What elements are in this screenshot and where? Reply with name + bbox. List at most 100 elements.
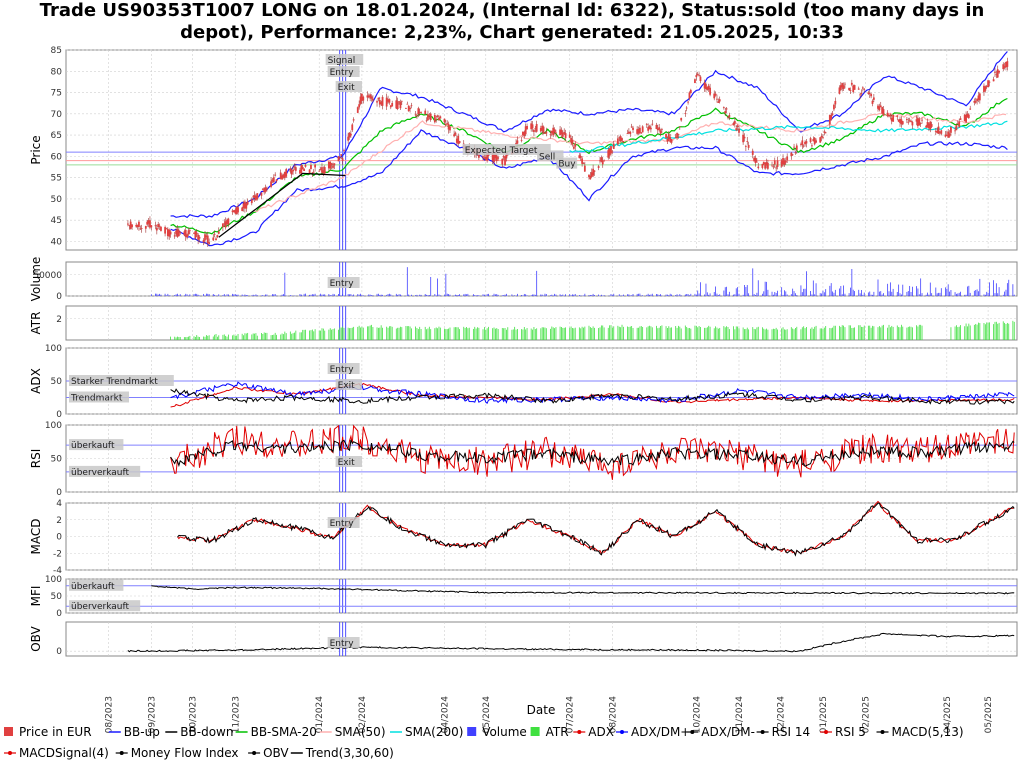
price-candle [879, 105, 882, 108]
price-candle [293, 166, 296, 168]
price-candle [272, 177, 275, 183]
price-candle [399, 102, 402, 109]
price-candle [665, 134, 667, 139]
price-candle [809, 138, 812, 143]
price-candle [458, 141, 461, 144]
price-candle [656, 128, 659, 131]
price-candle [193, 232, 195, 234]
price-candle [713, 93, 716, 99]
price-candle [834, 100, 837, 105]
price-candle [857, 88, 860, 90]
price-candle [822, 137, 824, 139]
price-candle [725, 108, 728, 110]
price-candle [165, 228, 168, 230]
legend-item-label: SMA(200) [405, 725, 463, 739]
price-candle [495, 155, 498, 162]
price-candle [889, 114, 892, 117]
price-candle [937, 126, 940, 134]
x-tick-label: 01/2024 [315, 696, 325, 734]
price-candle [216, 235, 219, 238]
price-candle [859, 94, 862, 96]
price-candle [848, 87, 850, 91]
price-candle [157, 224, 160, 228]
price-candle [786, 156, 789, 160]
price-candle [343, 150, 345, 151]
price-candle [753, 157, 756, 162]
price-candle [833, 104, 835, 110]
price-candle [150, 225, 153, 228]
price-candle [978, 93, 981, 101]
price-candle [420, 111, 422, 113]
price-candle [735, 128, 738, 131]
price-candle [389, 105, 392, 108]
price-candle [310, 164, 312, 170]
price-candle [831, 113, 834, 115]
price-annotation-signal: Signal [328, 56, 356, 66]
price-candle [956, 123, 959, 125]
price-candle [385, 97, 388, 107]
price-candle [921, 119, 923, 121]
price-candle [694, 79, 696, 84]
x-tick-label: 08/2024 [608, 696, 618, 734]
price-annotation-expected-target: Expected Target [465, 146, 538, 156]
price-candle [919, 123, 922, 124]
price-candle [348, 132, 351, 138]
legend-item-label: Price in EUR [19, 725, 92, 739]
panel-rsi-ylabel: RSI [29, 449, 43, 469]
price-candle [173, 235, 176, 237]
chart-title-line2: depot), Performance: 2,23%, Chart genera… [180, 22, 844, 43]
price-candle [212, 237, 215, 241]
price-candle [308, 169, 311, 173]
price-candle [146, 221, 149, 225]
price-candle [1006, 61, 1009, 67]
price-candle [589, 175, 592, 180]
legend-item-label: OBV [263, 746, 289, 760]
price-candle [568, 134, 571, 138]
price-candle [667, 134, 670, 140]
price-candle [939, 132, 941, 134]
price-candle [564, 133, 567, 139]
price-candle [370, 96, 373, 99]
rsi-annotation-oversold-bg [69, 465, 141, 477]
price-candle [338, 157, 341, 159]
rsi-annotation-exit: Exit [338, 458, 356, 468]
x-tick-label: 11/2024 [735, 696, 745, 734]
panel-obv-ylabel: OBV [29, 625, 43, 651]
price-candle [714, 93, 717, 96]
price-candle [337, 156, 340, 162]
series-rsi-5 [170, 424, 1015, 480]
price-candle [579, 155, 582, 158]
panel-mfi-ytick: 100 [45, 575, 62, 585]
price-candle [811, 145, 813, 147]
price-candle [427, 114, 429, 120]
price-candle [516, 140, 519, 144]
price-candle [168, 229, 171, 237]
series-bb-up [170, 51, 1008, 219]
price-candle [969, 108, 972, 110]
legend-swatch-marker [690, 730, 695, 734]
price-candle [217, 231, 220, 234]
price-candle [264, 187, 267, 192]
panel-volume-ylabel: Volume [29, 257, 43, 302]
price-candle [281, 175, 283, 180]
price-candle [544, 133, 546, 134]
price-candle [611, 151, 614, 153]
obv-annotation-entry: Entry [330, 639, 355, 649]
price-candle [917, 118, 919, 127]
panel-macd-ytick: 2 [56, 516, 62, 526]
price-candle [407, 105, 410, 112]
price-candle [453, 134, 456, 137]
price-candle [722, 107, 725, 109]
panel-rsi-ytick: 50 [51, 455, 63, 465]
price-candle [670, 139, 673, 143]
x-tick-label: 02/2025 [862, 696, 872, 733]
price-candle [351, 124, 354, 131]
price-candle [541, 125, 544, 131]
price-candle [380, 102, 383, 105]
price-candle [425, 120, 428, 122]
price-candle [454, 132, 457, 135]
price-candle [868, 92, 871, 94]
price-candle [327, 161, 330, 169]
price-candle [501, 158, 504, 165]
price-candle [1005, 61, 1007, 68]
